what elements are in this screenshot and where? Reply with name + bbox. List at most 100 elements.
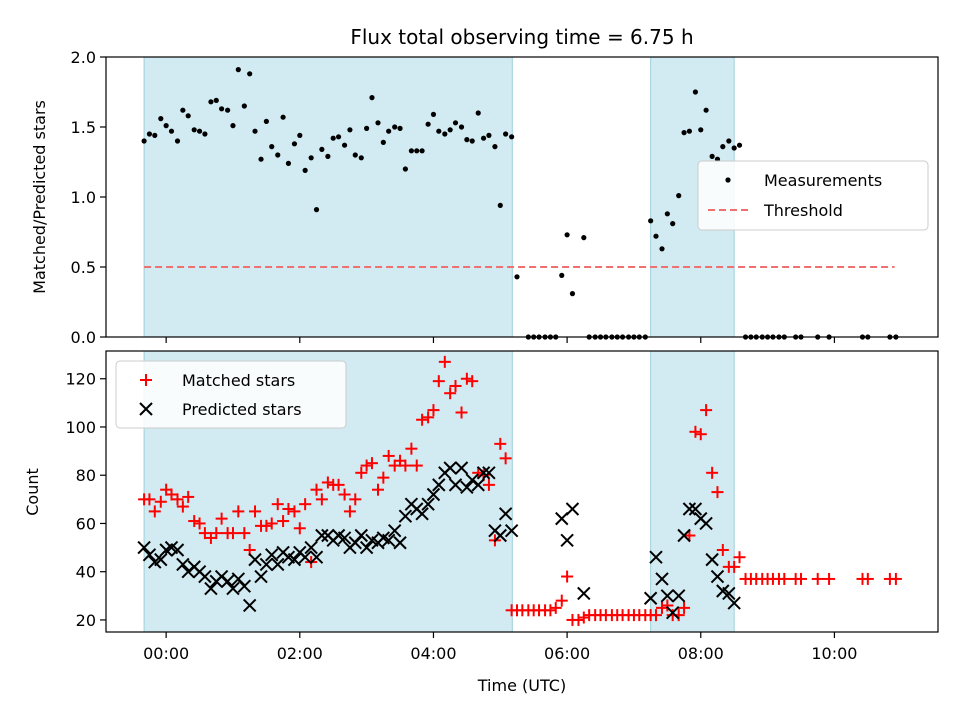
matched-star-point bbox=[466, 375, 479, 388]
matched-star-point bbox=[193, 517, 206, 530]
x-tick-label: 08:00 bbox=[678, 644, 724, 663]
measurement-point bbox=[319, 146, 325, 152]
predicted-stars-series bbox=[137, 461, 741, 620]
predicted-star-point bbox=[432, 478, 446, 492]
matched-star-point bbox=[321, 476, 334, 489]
predicted-star-point bbox=[660, 589, 675, 603]
measurement-point bbox=[330, 135, 336, 141]
measurement-point bbox=[664, 211, 670, 217]
measurement-point bbox=[235, 67, 241, 73]
measurement-point bbox=[335, 134, 342, 140]
measurement-point bbox=[180, 107, 186, 113]
matched-star-point bbox=[416, 413, 429, 426]
measurement-point bbox=[464, 137, 470, 143]
matched-star-point bbox=[711, 486, 724, 499]
measurement-point bbox=[569, 291, 576, 297]
measurement-point bbox=[297, 132, 303, 138]
top-y-tick-label: 1.5 bbox=[71, 118, 96, 137]
measurement-point bbox=[285, 160, 292, 166]
matched-star-point bbox=[410, 459, 423, 472]
measurement-point bbox=[414, 148, 420, 154]
matched-star-point bbox=[232, 505, 245, 518]
predicted-star-point bbox=[254, 569, 268, 584]
predicted-star-point bbox=[154, 552, 168, 567]
predicted-star-point bbox=[265, 548, 279, 562]
measurement-point bbox=[158, 116, 164, 122]
measurement-point bbox=[219, 106, 225, 112]
measurement-point bbox=[208, 99, 214, 105]
top-y-tick-label: 2.0 bbox=[71, 48, 96, 67]
measurement-point bbox=[263, 118, 269, 124]
matched-star-point bbox=[148, 505, 161, 518]
measurement-point bbox=[497, 202, 503, 208]
measurement-point bbox=[559, 272, 565, 278]
matched-star-point bbox=[544, 604, 557, 617]
measurement-point bbox=[230, 123, 236, 129]
measurement-point bbox=[380, 139, 386, 145]
matched-star-point bbox=[499, 452, 512, 465]
measurement-point bbox=[196, 128, 203, 134]
measurement-point bbox=[392, 124, 398, 130]
measurement-point bbox=[648, 218, 654, 224]
measurement-point bbox=[252, 128, 258, 134]
matched-star-point bbox=[449, 379, 462, 392]
matched-star-point bbox=[577, 611, 590, 624]
measurement-point bbox=[425, 121, 431, 127]
measurement-point bbox=[191, 127, 197, 133]
predicted-star-point bbox=[476, 466, 491, 480]
matched-star-point bbox=[382, 449, 395, 462]
predicted-star-point bbox=[665, 605, 680, 620]
matched-star-point bbox=[460, 372, 473, 385]
measurement-point bbox=[280, 114, 286, 120]
matched-star-point bbox=[689, 425, 702, 438]
matched-star-point bbox=[661, 599, 674, 612]
predicted-star-point bbox=[448, 478, 463, 492]
measurement-point bbox=[714, 156, 721, 162]
matched-star-point bbox=[706, 466, 719, 479]
predicted-star-point bbox=[560, 533, 574, 548]
measurement-point bbox=[436, 128, 442, 134]
matched-star-point bbox=[238, 527, 251, 540]
measurement-point bbox=[670, 221, 676, 227]
x-tick-label: 00:00 bbox=[143, 644, 189, 663]
top-legend-box bbox=[697, 160, 929, 231]
predicted-star-point bbox=[710, 569, 725, 584]
predicted-star-point bbox=[137, 540, 151, 555]
predicted-star-point bbox=[287, 552, 302, 567]
predicted-star-point bbox=[482, 466, 496, 480]
bottom-axes-frame bbox=[105, 350, 939, 633]
predicted-star-point bbox=[443, 461, 457, 475]
measurement-point bbox=[225, 107, 231, 113]
bottom-y-axis: 20 40 60 80 100 120 bbox=[65, 370, 106, 630]
legend-measurements-marker bbox=[725, 177, 731, 183]
measurement-point bbox=[408, 148, 415, 154]
matched-star-point bbox=[210, 527, 223, 540]
matched-star-point bbox=[171, 493, 184, 506]
matched-star-point bbox=[165, 488, 178, 501]
matched-star-point bbox=[555, 594, 568, 607]
predicted-star-point bbox=[555, 511, 569, 526]
measurement-point bbox=[659, 246, 665, 252]
matched-star-point bbox=[494, 437, 507, 450]
matched-star-point bbox=[432, 375, 445, 388]
legend-predicted-label: Predicted stars bbox=[182, 400, 302, 419]
measurement-point bbox=[720, 144, 726, 150]
legend-matched-marker bbox=[140, 374, 152, 386]
predicted-star-point bbox=[259, 557, 274, 572]
top-y-axis-label: Matched/Predicted stars bbox=[30, 100, 49, 294]
matched-star-point bbox=[315, 493, 328, 506]
measurement-point bbox=[676, 193, 682, 199]
measurement-point bbox=[258, 156, 264, 162]
predicted-star-point bbox=[727, 596, 741, 610]
measurement-point bbox=[185, 113, 191, 119]
measurement-point bbox=[692, 89, 699, 95]
predicted-star-point bbox=[672, 589, 686, 603]
matched-star-point bbox=[549, 601, 562, 614]
measurement-point bbox=[386, 128, 392, 134]
matched-star-point bbox=[338, 488, 351, 501]
predicted-star-point bbox=[226, 581, 240, 596]
predicted-star-point bbox=[677, 528, 691, 543]
x-tick-label: 10:00 bbox=[811, 644, 857, 663]
measurement-point bbox=[152, 132, 158, 138]
predicted-star-point bbox=[204, 581, 218, 596]
